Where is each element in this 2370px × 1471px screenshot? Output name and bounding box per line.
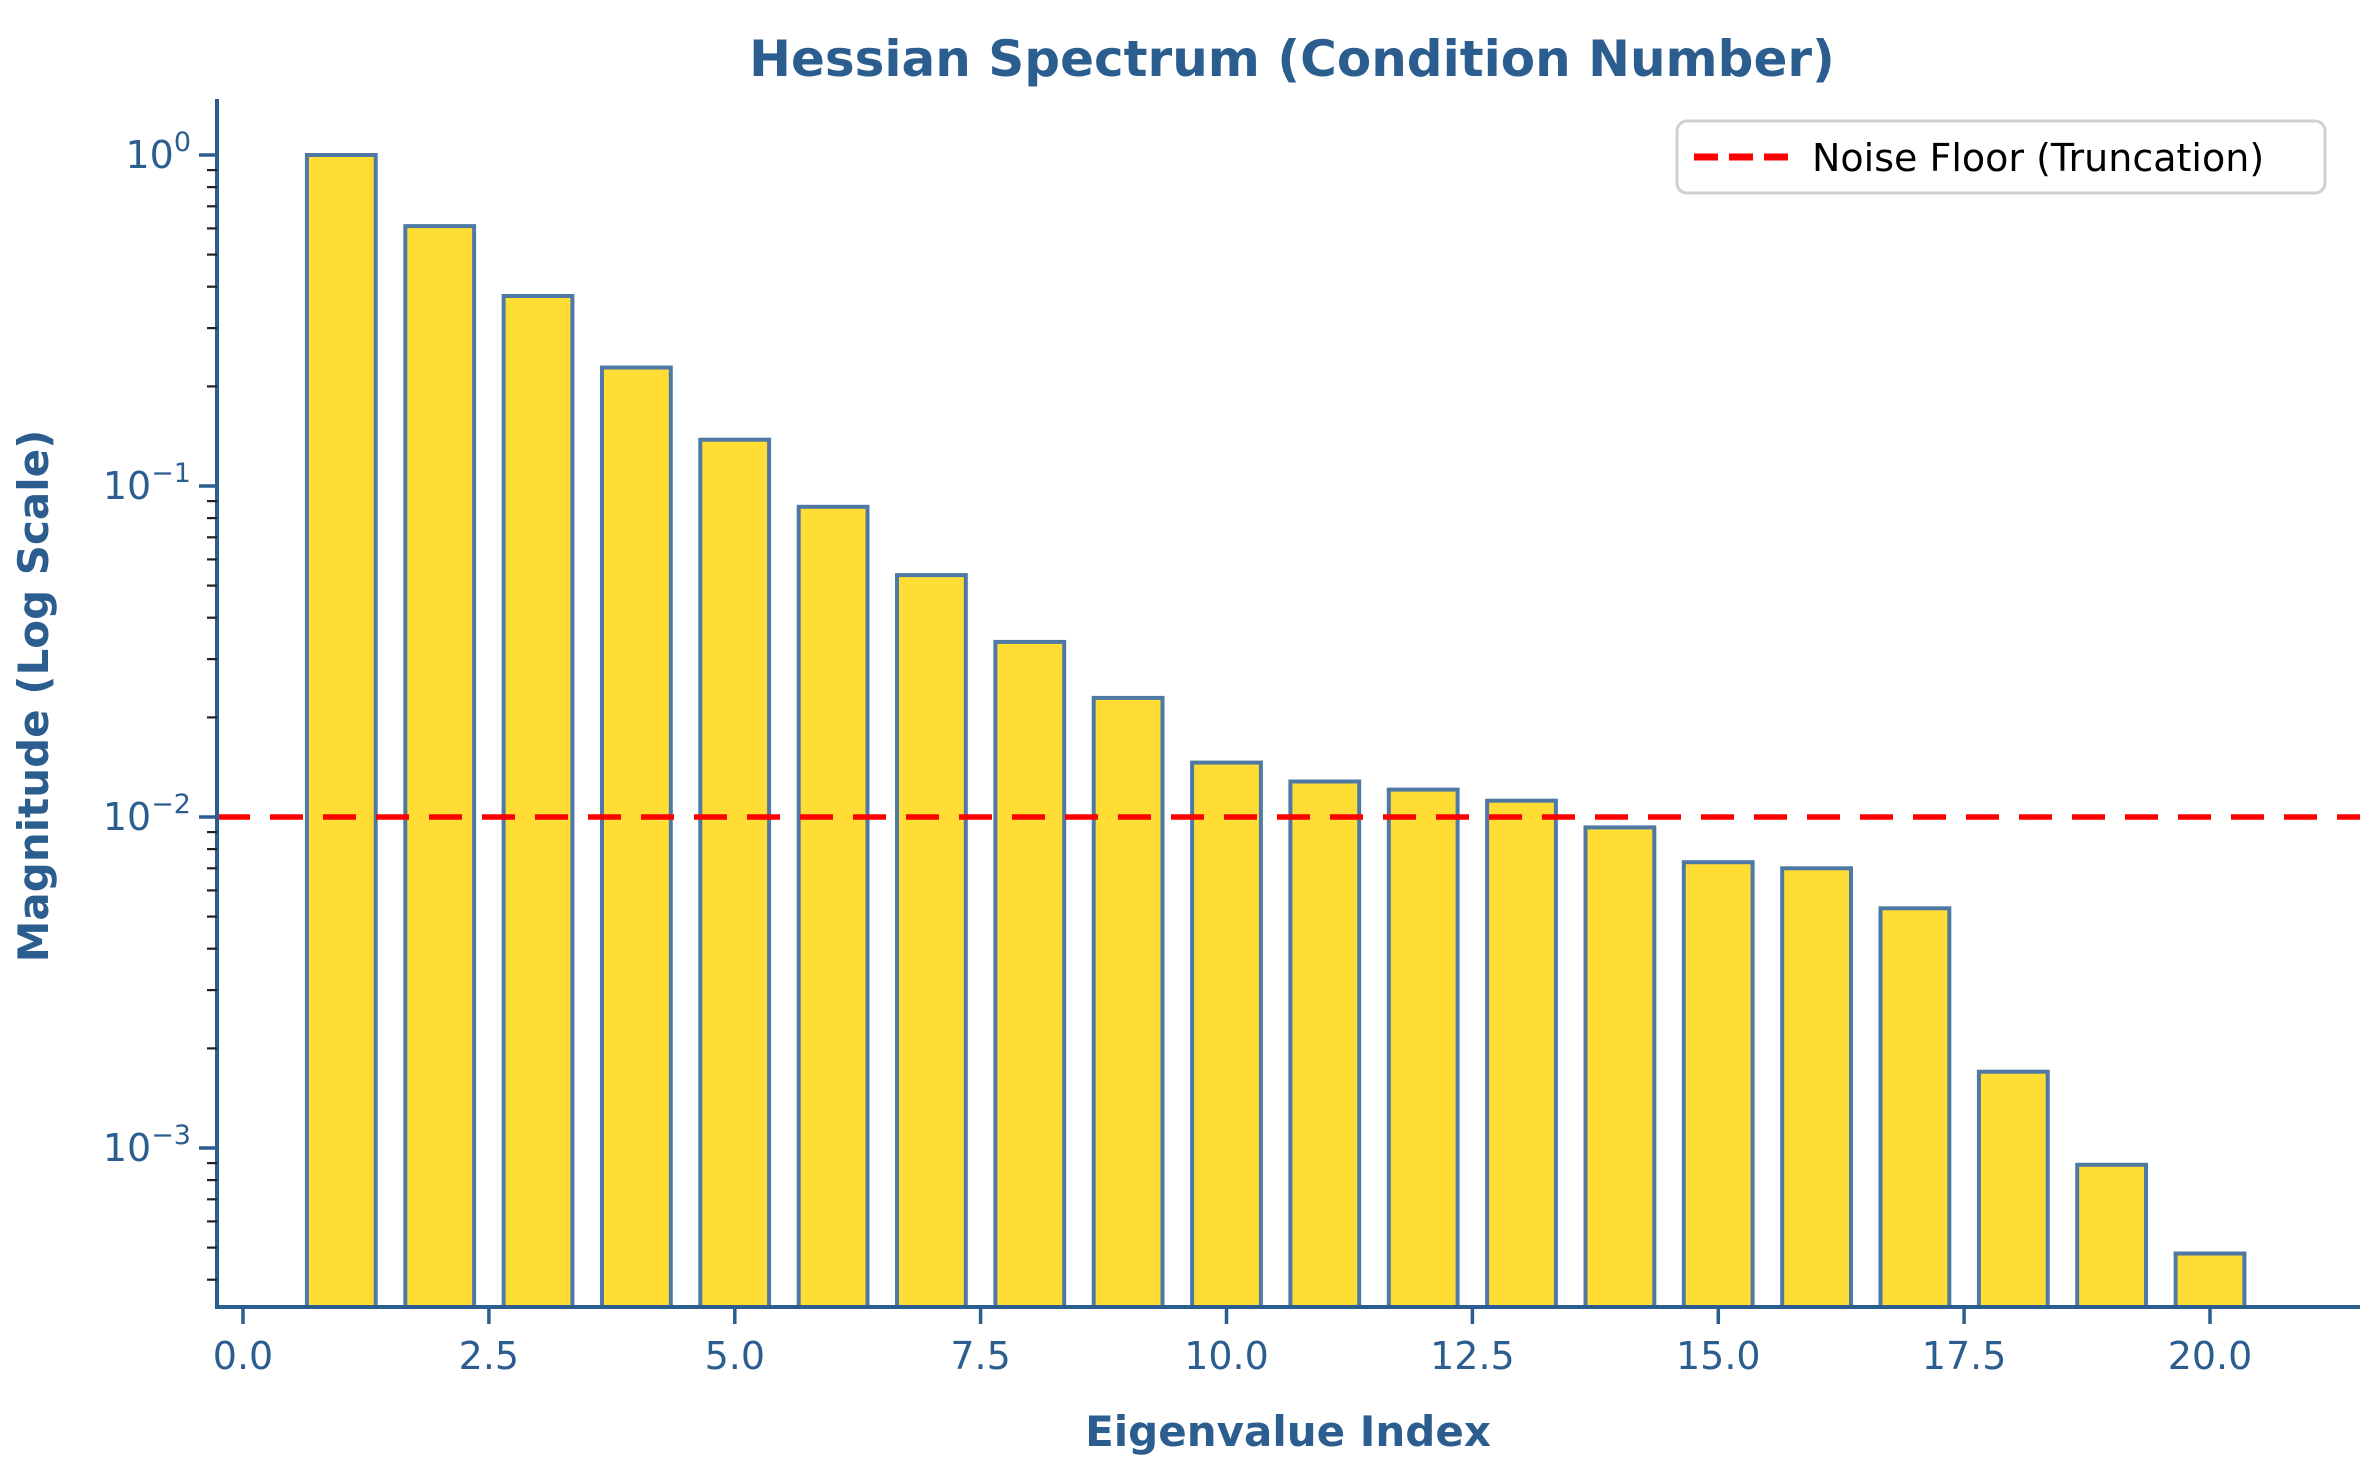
bar-eigenvalue-1 — [304, 153, 378, 1309]
x-tick-label-0.0: 0.0 — [213, 1334, 273, 1378]
bar-eigenvalue-11 — [1288, 779, 1362, 1309]
x-tick-label-15.0: 15.0 — [1676, 1334, 1761, 1378]
y-tick-label-1e-1: 10−1 — [103, 458, 191, 508]
legend-label: Noise Floor (Truncation) — [1812, 136, 2264, 180]
bar-eigenvalue-10 — [1190, 760, 1263, 1309]
x-tick-label-17.5: 17.5 — [1922, 1334, 2007, 1378]
bar-eigenvalue-9 — [1091, 695, 1165, 1309]
bar-eigenvalue-2 — [403, 224, 477, 1310]
bar-eigenvalue-16 — [1780, 866, 1853, 1309]
bar-eigenvalue-20 — [2173, 1251, 2247, 1309]
x-axis-label: Eigenvalue Index — [1085, 1407, 1491, 1456]
bar-eigenvalue-19 — [2075, 1162, 2148, 1310]
bar-eigenvalue-12 — [1386, 787, 1460, 1309]
x-tick-label-20.0: 20.0 — [2168, 1334, 2253, 1378]
chart-title: Hessian Spectrum (Condition Number) — [749, 30, 1835, 88]
y-tick-label-1e-3: 10−3 — [103, 1120, 191, 1170]
legend-box — [1675, 119, 2327, 195]
bar-eigenvalue-17 — [1878, 906, 1952, 1309]
bar-eigenvalue-5 — [698, 437, 772, 1309]
x-tick-label-5.0: 5.0 — [705, 1334, 765, 1378]
y-axis-label: Magnitude (Log Scale) — [9, 430, 58, 963]
x-tick-label-2.5: 2.5 — [459, 1334, 519, 1378]
y-tick-label-1e0: 100 — [125, 127, 191, 177]
x-tick-label-12.5: 12.5 — [1430, 1334, 1515, 1378]
legend: Noise Floor (Truncation) — [1675, 119, 2327, 195]
bar-eigenvalue-8 — [993, 639, 1067, 1309]
bar-eigenvalue-18 — [1976, 1069, 2050, 1309]
x-tick-label-10.0: 10.0 — [1184, 1334, 1269, 1378]
x-tick-label-7.5: 7.5 — [950, 1334, 1010, 1378]
bar-eigenvalue-4 — [600, 365, 673, 1309]
bar-eigenvalue-14 — [1583, 825, 1657, 1310]
bar-eigenvalue-15 — [1681, 860, 1755, 1309]
plot-area: 100 10−1 10−2 10−3 0.0 2.5 5.0 7.5 10.0 12.5 15.0 1… — [103, 99, 2360, 1378]
y-tick-label-1e-2: 10−2 — [103, 789, 191, 839]
bar-eigenvalue-7 — [895, 573, 968, 1309]
bar-eigenvalue-6 — [796, 504, 870, 1309]
bar-eigenvalue-13 — [1485, 798, 1558, 1309]
bar-eigenvalue-3 — [501, 294, 575, 1309]
